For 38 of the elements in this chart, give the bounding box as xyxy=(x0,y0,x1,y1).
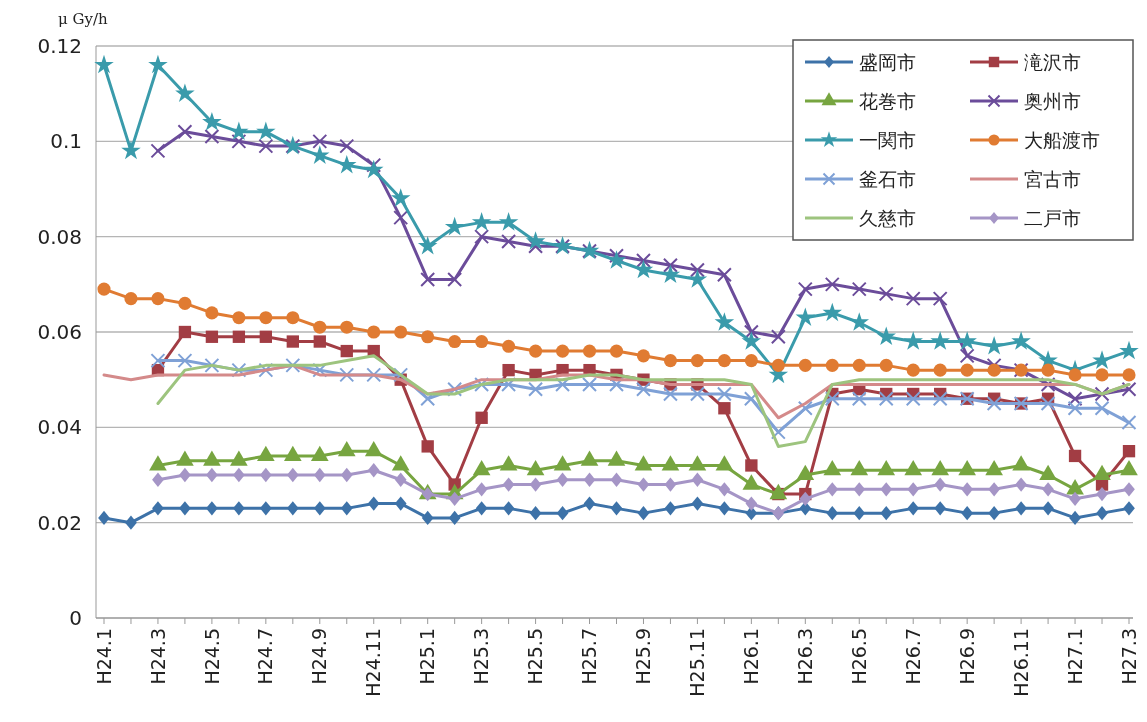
x-tick-label: H26.11 xyxy=(1009,628,1032,697)
x-tick-label: H24.7 xyxy=(254,628,277,685)
legend-label: 宮古市 xyxy=(1024,167,1081,190)
y-axis-title: μ Gy/h xyxy=(58,10,109,28)
x-tick-label: H24.1 xyxy=(92,628,115,685)
x-tick-label: H25.11 xyxy=(686,628,709,697)
y-tick-label: 0.06 xyxy=(37,320,82,344)
x-tick-label: H24.11 xyxy=(362,628,385,697)
x-tick-label: H27.3 xyxy=(1117,628,1140,685)
legend-label: 二戸市 xyxy=(1024,206,1081,229)
y-tick-label: 0.08 xyxy=(37,224,82,249)
x-tick-label: H26.5 xyxy=(847,628,870,685)
x-tick-label: H25.7 xyxy=(578,628,601,685)
y-tick-label: 0.12 xyxy=(37,34,82,58)
legend-label: 一関市 xyxy=(859,128,916,151)
legend-label: 釜石市 xyxy=(859,167,916,190)
legend-label: 花巻市 xyxy=(859,89,916,112)
x-tick-label: H24.3 xyxy=(146,628,169,685)
x-tick-label: H26.9 xyxy=(955,628,978,685)
x-tick-label: H24.5 xyxy=(200,628,223,685)
legend-label: 盛岡市 xyxy=(859,50,916,73)
y-tick-label: 0.1 xyxy=(50,129,82,154)
y-tick-label: 0 xyxy=(69,606,82,630)
x-tick-label: H25.3 xyxy=(470,628,493,685)
y-tick-label: 0.04 xyxy=(37,415,82,440)
legend-label: 奥州市 xyxy=(1024,89,1081,112)
legend-label: 滝沢市 xyxy=(1024,50,1081,73)
y-tick-label: 0.02 xyxy=(37,510,82,535)
x-tick-label: H25.9 xyxy=(632,628,655,685)
x-tick-label: H26.1 xyxy=(740,628,763,685)
x-tick-label: H26.3 xyxy=(793,628,816,685)
x-tick-label: H24.9 xyxy=(308,628,331,685)
legend-label: 大船渡市 xyxy=(1024,128,1100,151)
x-tick-label: H26.7 xyxy=(901,628,924,685)
x-tick-label: H27.1 xyxy=(1063,628,1086,685)
x-tick-label: H25.5 xyxy=(524,628,547,685)
legend-label: 久慈市 xyxy=(859,206,916,229)
x-tick-label: H25.1 xyxy=(416,628,439,685)
